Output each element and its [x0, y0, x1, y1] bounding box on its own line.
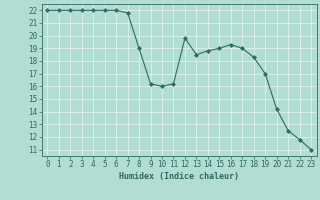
X-axis label: Humidex (Indice chaleur): Humidex (Indice chaleur)	[119, 172, 239, 181]
